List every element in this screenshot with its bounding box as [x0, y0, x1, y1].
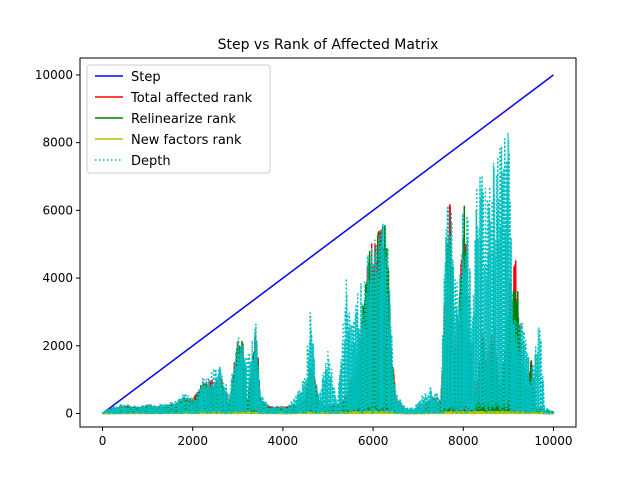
x-axis: 0 2000 4000 6000 8000 10000: [99, 427, 573, 448]
y-tick-label: 2000: [42, 339, 73, 353]
legend-box: [86, 64, 271, 174]
legend-label: Depth: [131, 154, 171, 169]
y-tick-label: 10000: [35, 68, 73, 82]
y-tick-label: 6000: [42, 203, 73, 217]
legend-label: Relinearize rank: [131, 112, 236, 127]
legend: Step Total affected rank Relinearize rank N…: [86, 64, 271, 174]
plot-area: [101, 74, 555, 415]
legend-label: Step: [131, 70, 161, 85]
series-layer: [101, 74, 555, 415]
series-line-4: [101, 132, 555, 415]
x-tick-label: 0: [99, 434, 107, 448]
chart-title: Step vs Rank of Affected Matrix: [218, 37, 439, 53]
x-tick-label: 6000: [358, 434, 389, 448]
axes-frame: [79, 57, 577, 428]
y-tick-label: 4000: [42, 271, 73, 285]
y-tick-label: 8000: [42, 136, 73, 150]
y-tick-label: 0: [65, 406, 73, 420]
x-tick-label: 2000: [177, 434, 208, 448]
legend-label: Total affected rank: [130, 91, 253, 106]
series-line-0: [102, 74, 554, 415]
legend-label: New factors rank: [131, 133, 242, 148]
x-tick-label: 4000: [268, 434, 299, 448]
y-axis: 0 2000 4000 6000 8000 10000: [35, 68, 80, 420]
x-tick-label: 8000: [448, 434, 479, 448]
x-tick-label: 10000: [534, 434, 572, 448]
